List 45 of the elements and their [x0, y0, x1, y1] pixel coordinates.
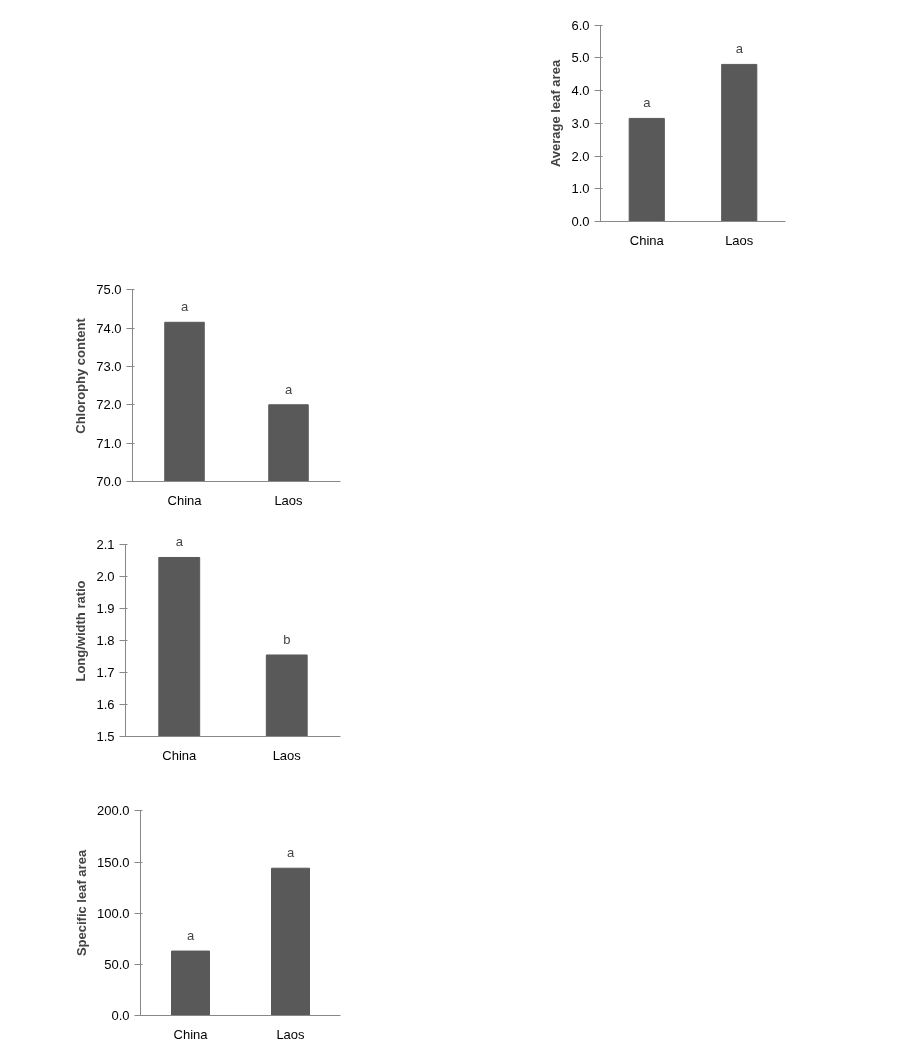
x-tick-label: China [173, 1026, 209, 1042]
y-tick-label: 73.0 [96, 358, 122, 374]
x-tick-label: Laos [276, 1026, 306, 1042]
annotation: a [286, 845, 295, 861]
x-tick-label: Laos [274, 492, 304, 508]
y-tick-label: 4.0 [571, 83, 590, 99]
y-tick-label: 5.0 [571, 50, 590, 66]
y-tick-label: 6.0 [571, 17, 590, 33]
y-tick-label: 2.0 [96, 569, 115, 585]
annotation: a [180, 299, 189, 315]
y-tick-label: 75.0 [96, 282, 122, 298]
annotation: a [643, 95, 652, 111]
annotation: a [284, 381, 293, 397]
y-tick-label: 1.5 [96, 729, 115, 744]
y-tick-label: 71.0 [96, 435, 122, 451]
y-axis-title: Specific leaf area [73, 849, 89, 957]
y-axis-title: Long/width ratio [73, 580, 89, 682]
y-axis-title: Average leaf area [548, 59, 564, 168]
y-tick-label: 0.0 [111, 1008, 130, 1023]
x-tick-label: Laos [725, 232, 754, 248]
y-axis-title: Chlorophy content [73, 317, 89, 434]
y-tick-label: 1.0 [571, 181, 590, 197]
annotation: a [175, 534, 184, 550]
y-tick-label: 74.0 [96, 320, 122, 336]
y-tick-label: 1.9 [96, 601, 115, 617]
y-tick-label: 2.0 [571, 148, 590, 164]
x-tick-label: China [162, 747, 197, 763]
y-tick-label: 2.1 [96, 537, 115, 553]
y-tick-label: 0.0 [571, 214, 590, 229]
y-tick-label: 1.6 [96, 697, 115, 713]
annotation: a [735, 41, 744, 57]
x-tick-label: Laos [272, 747, 302, 763]
y-tick-label: 100.0 [96, 905, 130, 921]
y-tick-label: 1.7 [96, 665, 115, 681]
y-tick-label: 1.8 [96, 633, 115, 649]
y-tick-label: 150.0 [96, 854, 130, 870]
y-tick-label: 50.0 [104, 956, 130, 972]
y-tick-label: 200.0 [96, 803, 130, 819]
y-tick-label: 70.0 [96, 474, 122, 489]
annotation: a [186, 928, 195, 944]
x-tick-label: China [629, 232, 665, 248]
y-tick-label: 72.0 [96, 397, 122, 413]
annotation: b [283, 631, 291, 647]
x-tick-label: China [167, 492, 203, 508]
y-tick-label: 3.0 [571, 115, 590, 131]
